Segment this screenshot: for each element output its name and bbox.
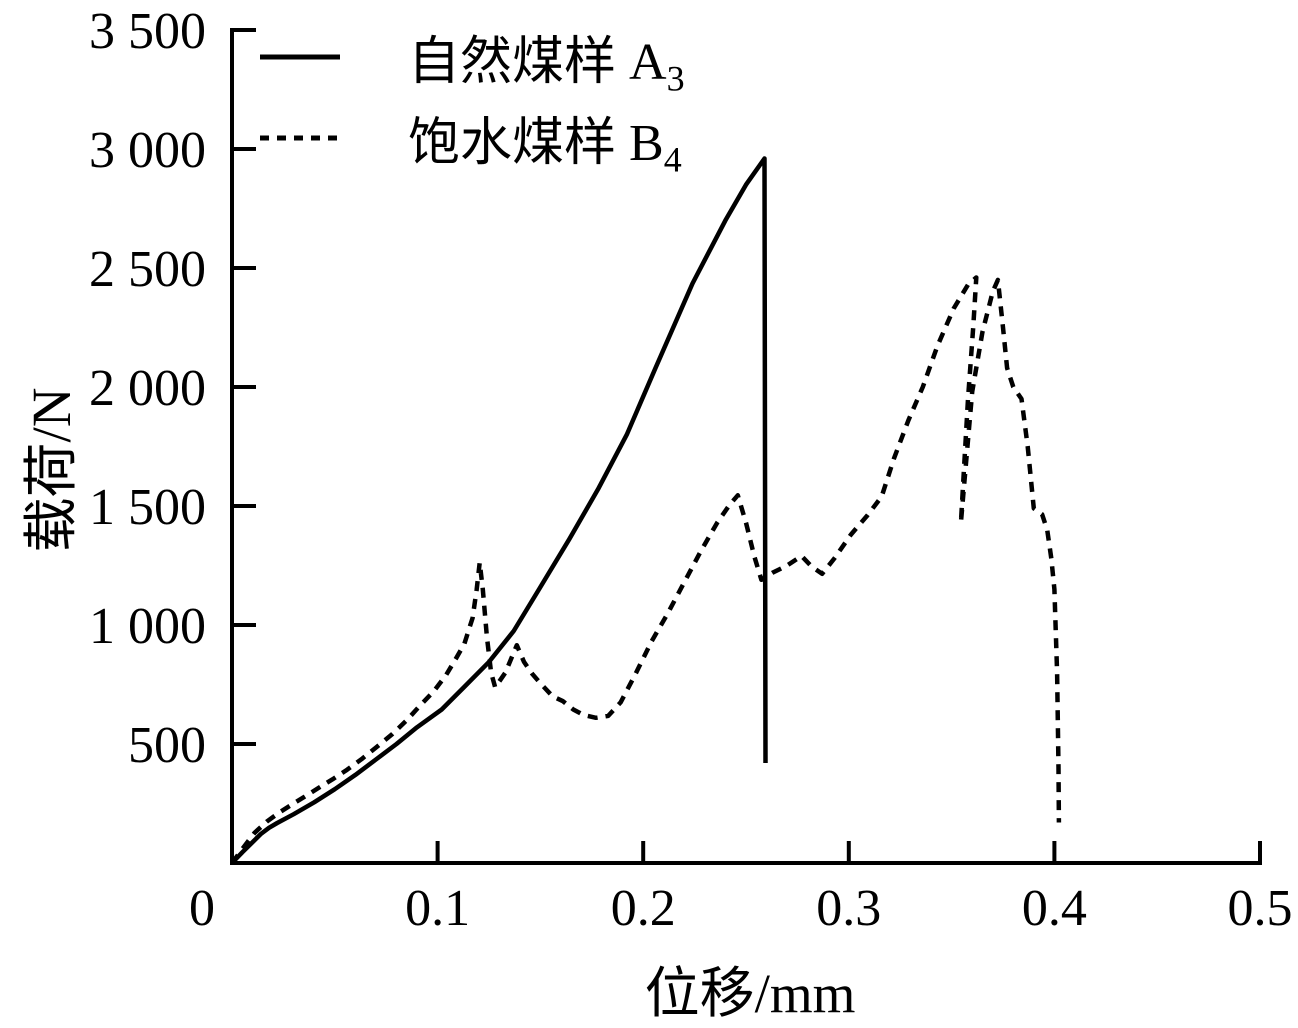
x-tick-label: 0.1 (405, 880, 470, 937)
y-tick-label: 2 500 (89, 241, 206, 298)
x-axis-title: 位移/mm (644, 963, 856, 1024)
x-tick-label: 0.3 (816, 880, 881, 937)
y-axis-ticks: 500 1 000 1 500 2 000 2 500 3 000 3 500 (89, 3, 256, 774)
y-tick-label: 3 500 (89, 3, 206, 60)
series-natural-coal-sample (230, 156, 768, 865)
x-tick-label: 0 (189, 880, 215, 937)
x-axis-ticks: 0 0.1 0.2 0.3 0.4 0.5 (189, 841, 1293, 937)
x-tick-label: 0.2 (611, 880, 676, 937)
x-tick-label: 0.4 (1022, 880, 1087, 937)
y-tick-label: 1 000 (89, 598, 206, 655)
legend-item-natural-coal-sample: 自然煤样 A3 (258, 16, 685, 97)
legend-label-saturated-coal-sample: 饱水煤样 B4 (408, 115, 682, 180)
y-tick-label: 500 (128, 717, 206, 774)
legend: 自然煤样 A3 饱水煤样 B4 (258, 16, 685, 178)
dashed-line-key (260, 135, 340, 140)
y-tick-label: 3 000 (89, 122, 206, 179)
y-tick-label: 2 000 (89, 360, 206, 417)
legend-item-saturated-coal-sample: 饱水煤样 B4 (258, 97, 685, 178)
y-axis-title: 载荷/N (21, 387, 82, 553)
x-tick-label: 0.5 (1228, 880, 1293, 937)
legend-label-natural-coal-sample: 自然煤样 A3 (408, 34, 685, 99)
y-tick-label: 1 500 (89, 479, 206, 536)
series-saturated-coal-sample (230, 275, 1062, 865)
solid-line-key (260, 54, 340, 59)
